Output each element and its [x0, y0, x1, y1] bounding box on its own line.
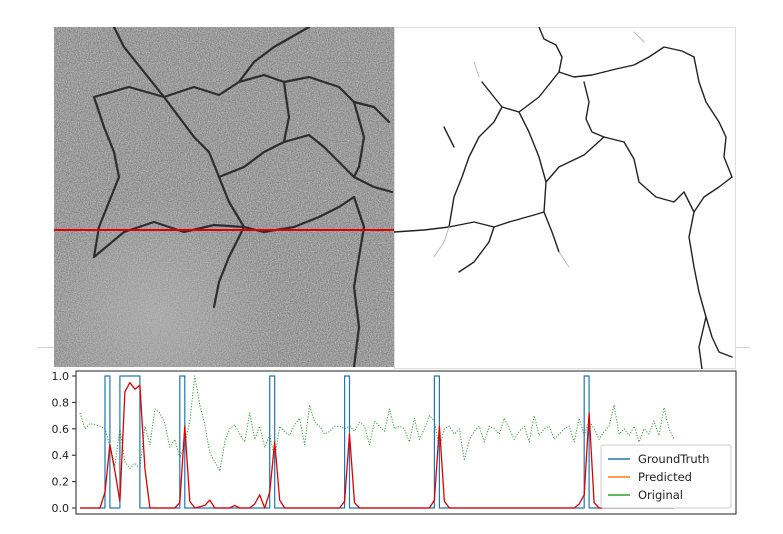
- y-tick-label: 0.2: [52, 476, 70, 489]
- y-tick-label: 0.8: [52, 396, 70, 409]
- series-layer: [79, 375, 675, 509]
- legend: GroundTruth Predicted Original: [600, 444, 732, 509]
- line-chart: 0.0 0.2 0.4 0.6 0.8 1.0 GroundTruth Predicted O…: [52, 370, 737, 515]
- y-axis: 0.0 0.2 0.4 0.6 0.8 1.0: [52, 370, 76, 515]
- series-line-predicted: [80, 381, 674, 509]
- crack-map-icon: [394, 27, 736, 369]
- legend-label-original: Original: [638, 488, 683, 502]
- right-divider-line: [736, 347, 750, 348]
- y-tick-label: 0.0: [52, 502, 70, 515]
- legend-label-predicted: Predicted: [638, 470, 692, 484]
- left-divider-line: [38, 347, 54, 348]
- legend-label-groundtruth: GroundTruth: [638, 452, 709, 466]
- y-tick-label: 0.4: [52, 449, 70, 462]
- legend-box: [600, 444, 732, 509]
- y-tick-label: 1.0: [52, 370, 70, 383]
- series-line-original: [79, 375, 675, 472]
- y-tick-label: 0.6: [52, 423, 70, 436]
- pavement-photo-icon: [54, 27, 394, 367]
